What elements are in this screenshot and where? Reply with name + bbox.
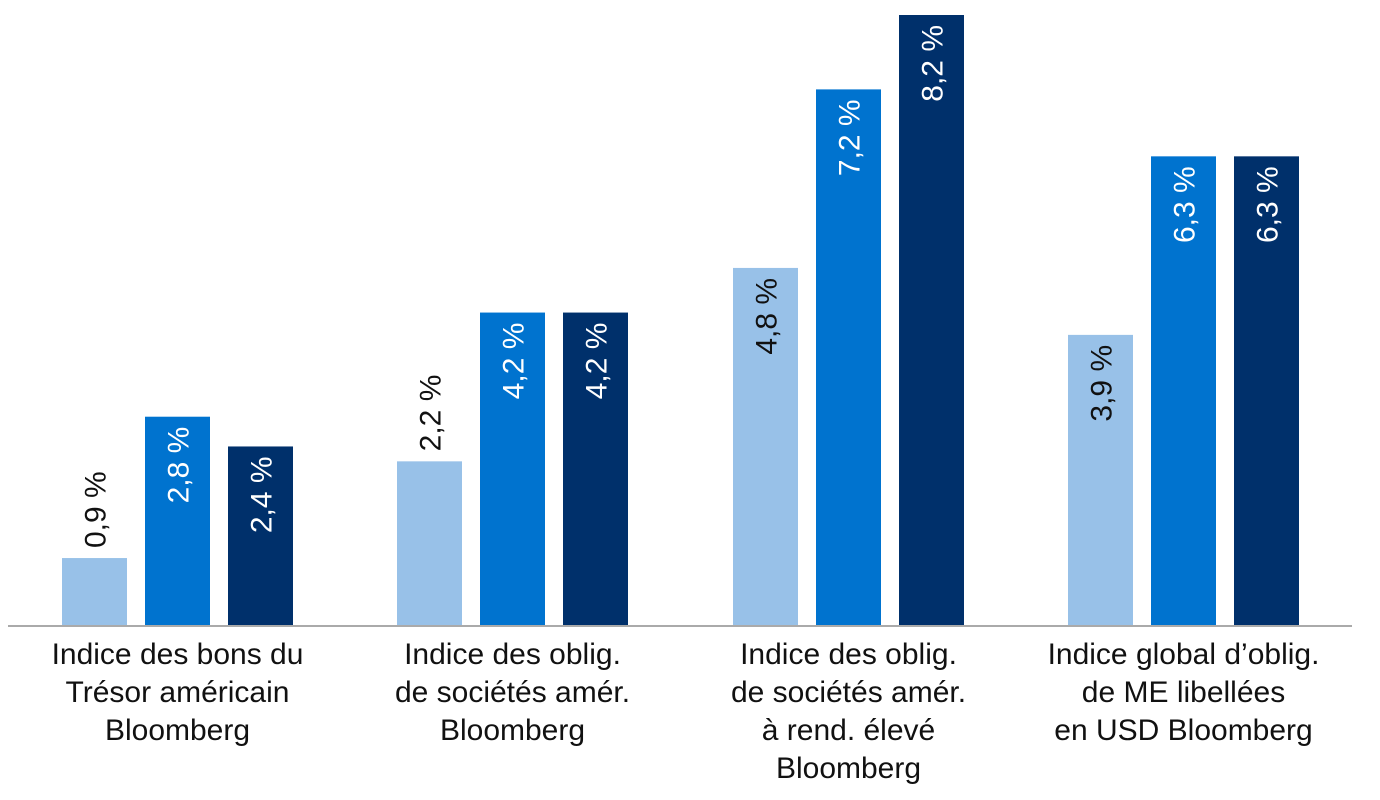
x-tick-label-line: Bloomberg (776, 752, 921, 785)
bar-value-label: 6,3 % (1252, 166, 1285, 243)
bar-s1-c2 (397, 461, 462, 625)
x-tick-label-line: Bloomberg (440, 714, 585, 747)
x-tick-label-line: Indice des oblig. (404, 638, 621, 671)
bar-s3-c4 (1234, 156, 1299, 625)
x-tick-label-line: Indice des bons du (52, 638, 304, 671)
bar-s1-c1 (62, 558, 127, 625)
bar-value-label: 4,8 % (751, 278, 784, 355)
bar-value-label: 2,8 % (163, 427, 196, 504)
bar-s1-c4 (1068, 334, 1133, 625)
bar-value-label: 4,2 % (498, 323, 531, 400)
x-tick-label-line: Indice global d’oblig. (1048, 638, 1320, 671)
x-tick-label: Indice des oblig. de sociétés amér. à rend… (731, 638, 966, 785)
bar-value-label: 0,9 % (80, 471, 113, 548)
x-tick-label-line: en USD Bloomberg (1054, 714, 1312, 747)
bar-value-label: 6,3 % (1169, 166, 1202, 243)
x-tick-label-line: Trésor américain (66, 676, 290, 709)
bar-value-label: 2,4 % (246, 456, 279, 533)
bar-value-label: 8,2 % (917, 25, 950, 102)
bar-s2-c2 (480, 312, 545, 625)
x-tick-label-line: Indice des oblig. (740, 638, 957, 671)
bar-s3-c2 (563, 312, 628, 625)
bar-value-label: 3,9 % (1086, 345, 1119, 422)
x-tick-label-line: de ME libellées (1082, 676, 1285, 709)
bar-s2-c3 (816, 89, 881, 625)
bar-value-label: 2,2 % (415, 375, 448, 452)
x-tick-label: Indice global d’oblig. de ME libellées en … (1048, 638, 1320, 747)
bar-s2-c1 (145, 416, 210, 625)
bar-s3-c3 (899, 15, 964, 625)
bar-value-label: 4,2 % (581, 323, 614, 400)
bar-s1-c3 (733, 267, 798, 625)
x-tick-label-line: Bloomberg (105, 714, 250, 747)
x-tick-label-line: de sociétés amér. (731, 676, 966, 709)
x-tick-label-line: à rend. élevé (762, 714, 935, 747)
x-tick-label-line: de sociétés amér. (395, 676, 630, 709)
bar-s2-c4 (1151, 156, 1216, 625)
bar-s3-c1 (228, 446, 293, 625)
x-tick-label: Indice des bons du Trésor américain Bloomb… (52, 638, 304, 747)
bar-value-label: 7,2 % (834, 99, 867, 176)
x-tick-label: Indice des oblig. de sociétés amér. Bloomb… (395, 638, 630, 747)
